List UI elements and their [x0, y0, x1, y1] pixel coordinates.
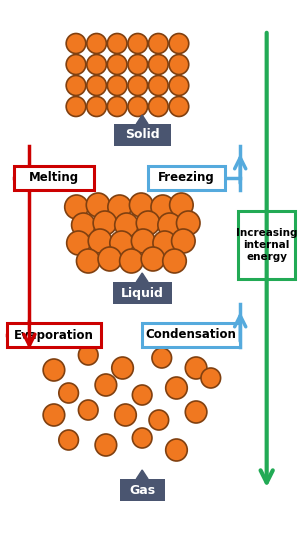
Ellipse shape [93, 211, 117, 235]
Ellipse shape [128, 96, 147, 117]
Ellipse shape [110, 231, 133, 255]
Ellipse shape [128, 76, 147, 95]
Ellipse shape [149, 96, 168, 117]
Ellipse shape [151, 195, 174, 219]
Ellipse shape [78, 400, 98, 420]
Ellipse shape [130, 193, 153, 217]
Ellipse shape [107, 96, 127, 117]
Ellipse shape [119, 249, 143, 273]
Ellipse shape [171, 229, 195, 253]
Ellipse shape [112, 357, 133, 379]
Ellipse shape [78, 345, 98, 365]
Ellipse shape [166, 377, 187, 399]
FancyBboxPatch shape [114, 124, 171, 146]
FancyBboxPatch shape [119, 479, 165, 501]
Ellipse shape [66, 54, 86, 75]
FancyBboxPatch shape [14, 166, 94, 190]
Ellipse shape [88, 229, 112, 253]
FancyBboxPatch shape [7, 323, 101, 347]
Ellipse shape [107, 34, 127, 53]
Ellipse shape [66, 76, 86, 95]
Ellipse shape [66, 96, 86, 117]
Ellipse shape [43, 359, 65, 381]
Ellipse shape [86, 193, 110, 217]
Ellipse shape [77, 249, 100, 273]
Ellipse shape [185, 401, 207, 423]
Ellipse shape [71, 213, 95, 237]
Polygon shape [136, 470, 148, 479]
Text: Increasing
internal
energy: Increasing internal energy [236, 229, 297, 262]
Ellipse shape [149, 54, 168, 75]
Ellipse shape [65, 195, 88, 219]
Ellipse shape [153, 231, 177, 255]
Text: Liquid: Liquid [121, 287, 164, 300]
Ellipse shape [87, 54, 106, 75]
Ellipse shape [108, 195, 131, 219]
Ellipse shape [163, 249, 186, 273]
Text: Gas: Gas [129, 483, 155, 497]
Ellipse shape [43, 404, 65, 426]
Text: Melting: Melting [29, 172, 79, 184]
Ellipse shape [177, 211, 200, 235]
Ellipse shape [115, 404, 136, 426]
Ellipse shape [95, 434, 117, 456]
FancyBboxPatch shape [142, 323, 240, 347]
Ellipse shape [152, 348, 171, 368]
Ellipse shape [87, 34, 106, 53]
Polygon shape [136, 115, 148, 124]
Text: Evaporation: Evaporation [14, 328, 94, 342]
Ellipse shape [87, 96, 106, 117]
Ellipse shape [141, 247, 165, 271]
Ellipse shape [132, 428, 152, 448]
Ellipse shape [185, 357, 207, 379]
Ellipse shape [131, 229, 155, 253]
Ellipse shape [201, 368, 221, 388]
Ellipse shape [98, 247, 122, 271]
FancyBboxPatch shape [238, 211, 295, 279]
Ellipse shape [66, 34, 86, 53]
Ellipse shape [59, 383, 78, 403]
Ellipse shape [149, 76, 168, 95]
Ellipse shape [149, 34, 168, 53]
Polygon shape [136, 273, 148, 282]
Ellipse shape [169, 54, 189, 75]
Ellipse shape [128, 34, 147, 53]
Ellipse shape [107, 76, 127, 95]
Ellipse shape [158, 213, 181, 237]
Text: Solid: Solid [125, 128, 160, 141]
Text: Freezing: Freezing [158, 172, 215, 184]
Ellipse shape [87, 76, 106, 95]
Ellipse shape [67, 231, 90, 255]
Ellipse shape [59, 430, 78, 450]
Ellipse shape [149, 410, 169, 430]
Ellipse shape [169, 76, 189, 95]
Ellipse shape [169, 34, 189, 53]
Ellipse shape [166, 439, 187, 461]
FancyBboxPatch shape [113, 282, 171, 304]
Ellipse shape [169, 96, 189, 117]
Ellipse shape [107, 54, 127, 75]
Ellipse shape [136, 211, 160, 235]
Ellipse shape [132, 385, 152, 405]
Text: Condensation: Condensation [146, 328, 237, 342]
Ellipse shape [128, 54, 147, 75]
Ellipse shape [170, 193, 193, 217]
FancyBboxPatch shape [148, 166, 225, 190]
Ellipse shape [95, 374, 117, 396]
Ellipse shape [115, 213, 138, 237]
